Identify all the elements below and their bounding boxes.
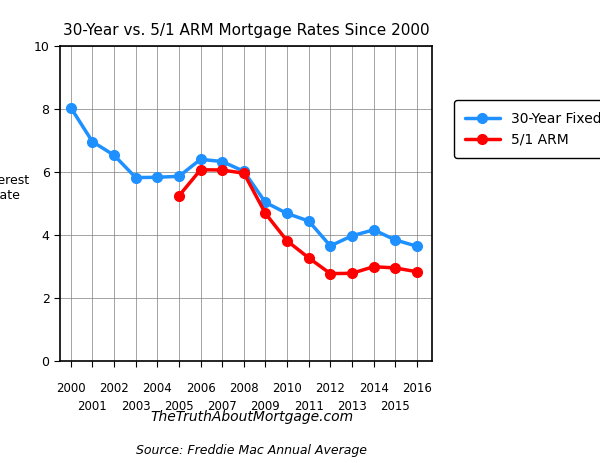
30-Year Fixed xyxy=(132,175,139,181)
Text: 2010: 2010 xyxy=(272,382,302,395)
Text: 2006: 2006 xyxy=(186,382,215,395)
5/1 ARM xyxy=(175,193,182,199)
5/1 ARM xyxy=(305,255,313,261)
Legend: 30-Year Fixed, 5/1 ARM: 30-Year Fixed, 5/1 ARM xyxy=(454,100,600,157)
Text: 2004: 2004 xyxy=(142,382,172,395)
Text: 2001: 2001 xyxy=(77,400,107,413)
Text: 2011: 2011 xyxy=(294,400,323,413)
Text: 2003: 2003 xyxy=(121,400,151,413)
30-Year Fixed xyxy=(89,139,96,144)
Text: 2014: 2014 xyxy=(359,382,389,395)
30-Year Fixed xyxy=(370,227,377,232)
Text: 2009: 2009 xyxy=(251,400,280,413)
Title: 30-Year vs. 5/1 ARM Mortgage Rates Since 2000: 30-Year vs. 5/1 ARM Mortgage Rates Since… xyxy=(62,23,430,38)
30-Year Fixed xyxy=(283,211,290,216)
Text: Source: Freddie Mac Annual Average: Source: Freddie Mac Annual Average xyxy=(137,444,367,457)
5/1 ARM xyxy=(327,271,334,276)
Text: TheTruthAboutMortgage.com: TheTruthAboutMortgage.com xyxy=(151,410,353,424)
5/1 ARM xyxy=(262,211,269,216)
Text: 2008: 2008 xyxy=(229,382,259,395)
30-Year Fixed xyxy=(154,175,161,180)
5/1 ARM xyxy=(218,167,226,173)
30-Year Fixed xyxy=(392,237,399,243)
Text: 2002: 2002 xyxy=(99,382,129,395)
30-Year Fixed xyxy=(349,233,356,238)
Text: 2000: 2000 xyxy=(56,382,86,395)
Line: 30-Year Fixed: 30-Year Fixed xyxy=(66,103,422,251)
Text: 2015: 2015 xyxy=(380,400,410,413)
Text: 2013: 2013 xyxy=(337,400,367,413)
30-Year Fixed xyxy=(262,200,269,205)
30-Year Fixed xyxy=(413,244,421,249)
30-Year Fixed xyxy=(305,218,313,224)
30-Year Fixed xyxy=(218,159,226,164)
30-Year Fixed xyxy=(240,169,247,174)
5/1 ARM xyxy=(283,238,290,244)
5/1 ARM xyxy=(413,269,421,275)
Text: 2005: 2005 xyxy=(164,400,194,413)
5/1 ARM xyxy=(349,270,356,276)
30-Year Fixed xyxy=(110,152,118,158)
30-Year Fixed xyxy=(327,243,334,249)
30-Year Fixed xyxy=(197,156,204,162)
5/1 ARM xyxy=(240,170,247,176)
5/1 ARM xyxy=(392,265,399,271)
30-Year Fixed xyxy=(67,105,74,111)
Line: 5/1 ARM: 5/1 ARM xyxy=(174,165,422,278)
Text: 2007: 2007 xyxy=(208,400,237,413)
Text: 2012: 2012 xyxy=(316,382,345,395)
Y-axis label: Interest
Rate: Interest Rate xyxy=(0,174,30,202)
Text: 2016: 2016 xyxy=(402,382,432,395)
5/1 ARM xyxy=(370,264,377,269)
30-Year Fixed xyxy=(175,174,182,179)
5/1 ARM xyxy=(197,167,204,173)
